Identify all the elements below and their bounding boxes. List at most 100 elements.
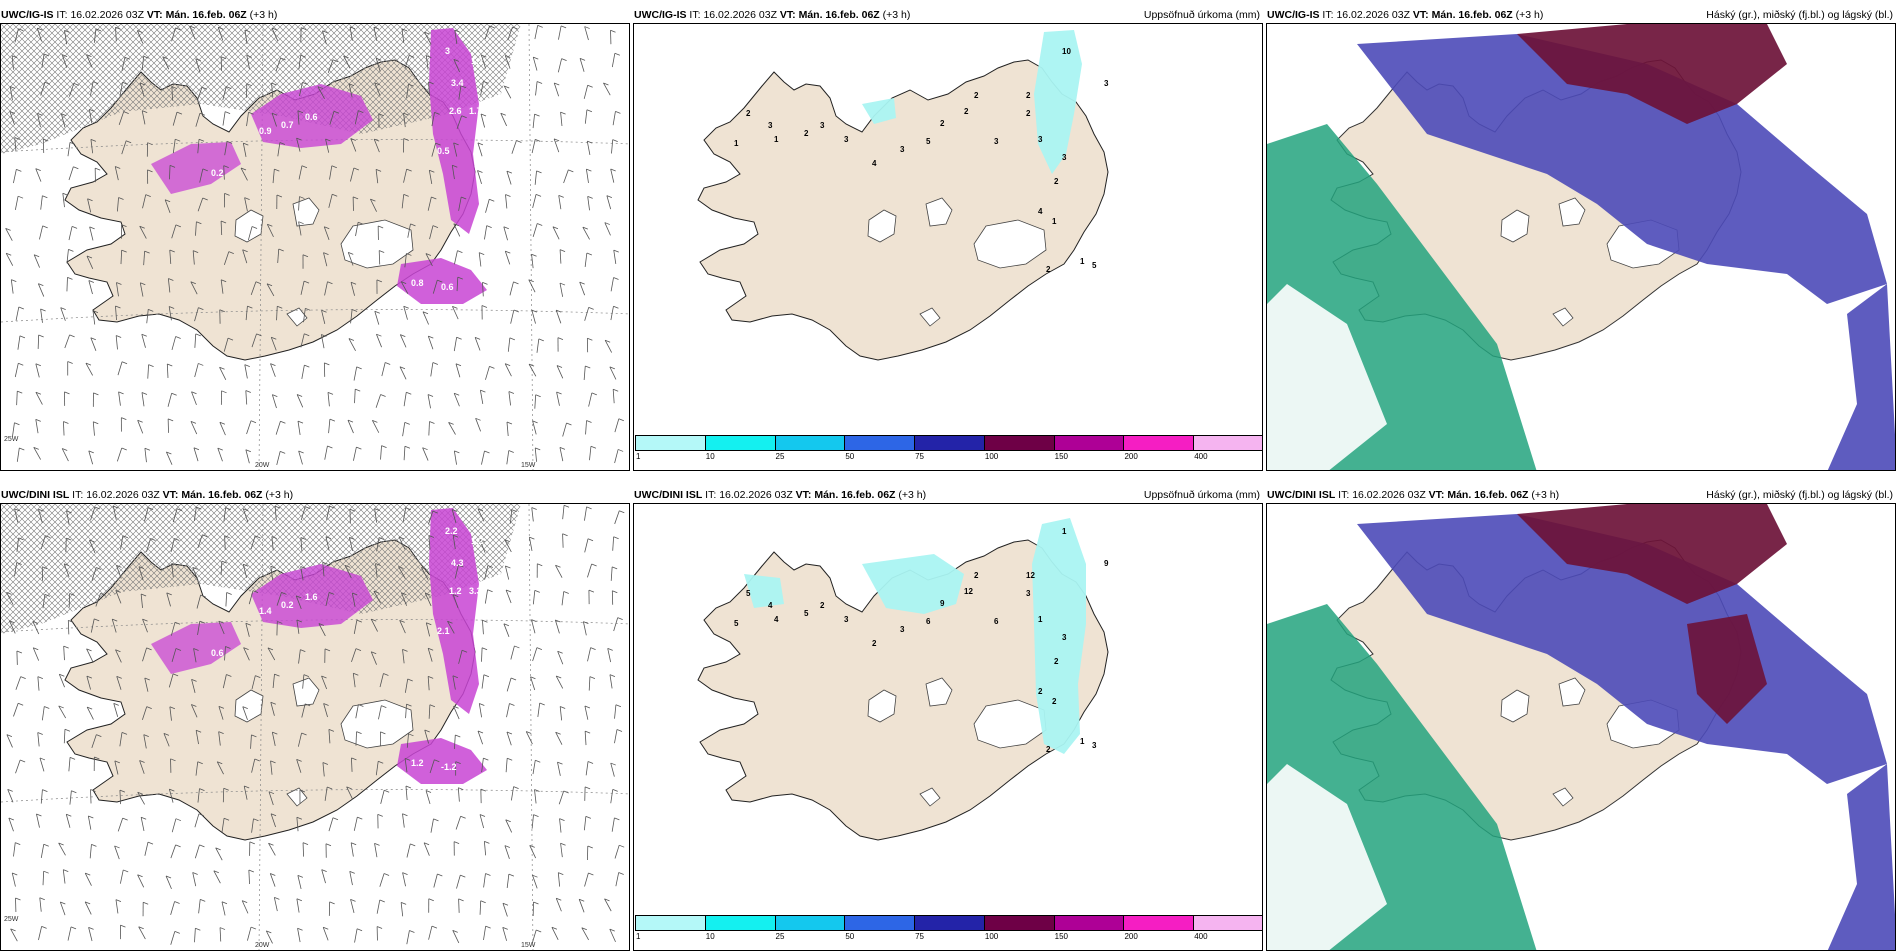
snow-value: 1.4 [259, 606, 272, 616]
map-svg [1267, 504, 1896, 951]
precip-label: 12 [1026, 571, 1035, 580]
precip-label: 3 [1104, 79, 1109, 88]
panel-clouds-igis: UWC/IG-IS IT: 16.02.2026 03Z VT: Mán. 16… [1266, 0, 1896, 448]
it-label: IT: [705, 489, 716, 501]
colorbar-tick: 50 [845, 452, 854, 461]
colorbar-tick: 100 [985, 452, 998, 461]
colorbar-cell [984, 915, 1055, 931]
colorbar-cell [1193, 915, 1263, 931]
colorbar-tick: 400 [1194, 932, 1207, 941]
precip-label: 1 [1080, 257, 1085, 266]
precip-label: 2 [964, 107, 969, 116]
valid-time: Mán. 16.feb. 06Z [166, 9, 247, 21]
snow-value: 0.6 [305, 112, 318, 122]
it-label: IT: [56, 9, 67, 21]
colorbar-cell [914, 915, 985, 931]
panel-wind-snow-dini: UWC/DINI ISL IT: 16.02.2026 03Z VT: Mán.… [0, 480, 630, 928]
panel-header: UWC/DINI ISL IT: 16.02.2026 03Z VT: Mán.… [1, 488, 629, 502]
init-time: 16.02.2026 03Z [719, 489, 793, 501]
precip-label: 4 [872, 159, 877, 168]
precip-label: 2 [1054, 177, 1059, 186]
map-frame[interactable] [1266, 23, 1896, 471]
wind-barb [91, 789, 92, 803]
precip-label: 5 [1092, 261, 1097, 270]
it-label: IT: [72, 489, 83, 501]
vt-label: VT: [147, 9, 163, 21]
colorbar-cell [1123, 915, 1194, 931]
map-frame[interactable] [1266, 503, 1896, 951]
precip-area [1032, 518, 1086, 754]
precip-label: 2 [1026, 109, 1031, 118]
valid-time: Mán. 16.feb. 06Z [1447, 489, 1528, 501]
colorbar-cell [844, 915, 915, 931]
vt-label: VT: [780, 9, 796, 21]
precip-label: 1 [1038, 615, 1043, 624]
precip-label: 3 [1062, 633, 1067, 642]
colorbar-tick: 10 [706, 932, 715, 941]
lead-time: (+3 h) [898, 489, 926, 501]
panel-header: UWC/DINI ISL IT: 16.02.2026 03Z VT: Mán.… [1267, 488, 1895, 502]
model-label: UWC/DINI ISL [1267, 489, 1335, 501]
valid-time: Mán. 16.feb. 06Z [1432, 9, 1513, 21]
colorbar-cell [844, 435, 915, 451]
colorbar-tick: 25 [776, 452, 785, 461]
snow-value: 0.5 [437, 146, 450, 156]
precip-label: 3 [1062, 153, 1067, 162]
valid-time: Mán. 16.feb. 06Z [181, 489, 262, 501]
panel-title: Uppsöfnuð úrkoma (mm) [1144, 488, 1260, 502]
model-label: UWC/IG-IS [1267, 9, 1320, 21]
snow-value: 2.2 [445, 526, 458, 536]
precip-label: 10 [1062, 47, 1071, 56]
colorbar-cell [1054, 435, 1125, 451]
wind-barb [563, 534, 564, 548]
model-label: UWC/DINI ISL [634, 489, 702, 501]
axis-label-20w: 20W [255, 462, 269, 469]
snow-value: 1.2 [471, 536, 484, 546]
precip-label: 3 [900, 625, 905, 634]
model-label: UWC/DINI ISL [1, 489, 69, 501]
it-label: IT: [1322, 9, 1333, 21]
precip-label: 2 [1052, 697, 1057, 706]
precip-label: 5 [734, 619, 739, 628]
precip-label: 5 [746, 589, 751, 598]
precip-label: 9 [940, 599, 945, 608]
colorbar-cell [635, 435, 706, 451]
precip-label: 4 [1038, 207, 1043, 216]
precip-label: 2 [1038, 687, 1043, 696]
colorbar-tick: 25 [776, 932, 785, 941]
valid-time: Mán. 16.feb. 06Z [799, 9, 880, 21]
precip-label: 1 [1080, 737, 1085, 746]
snow-value: 2.1 [437, 626, 450, 636]
colorbar-tick: 400 [1194, 452, 1207, 461]
precip-label: 2 [974, 571, 979, 580]
panel-header: UWC/IG-IS IT: 16.02.2026 03Z VT: Mán. 16… [1, 8, 629, 22]
map-svg [1267, 24, 1896, 471]
valid-time: Mán. 16.feb. 06Z [814, 489, 895, 501]
colorbar-tick: 1 [636, 452, 640, 461]
axis-label-25w: 25W [4, 916, 18, 923]
snow-value: 1.2 [449, 586, 462, 596]
axis-label-25w: 25W [4, 436, 18, 443]
wind-barb [379, 251, 380, 265]
precip-label: 3 [900, 145, 905, 154]
colorbar-tick: 100 [985, 932, 998, 941]
precip-label: 2 [1046, 745, 1051, 754]
vt-label: VT: [1429, 489, 1445, 501]
precip-label: 1 [734, 139, 739, 148]
precip-label: 1 [1062, 527, 1067, 536]
lead-time: (+3 h) [250, 9, 278, 21]
panel-clouds-dini: UWC/DINI ISL IT: 16.02.2026 03Z VT: Mán.… [1266, 480, 1896, 928]
vt-label: VT: [163, 489, 179, 501]
colorbar-tick: 150 [1055, 932, 1068, 941]
colorbar-cell [914, 435, 985, 451]
precip-label: 2 [746, 109, 751, 118]
precip-label: 3 [994, 137, 999, 146]
